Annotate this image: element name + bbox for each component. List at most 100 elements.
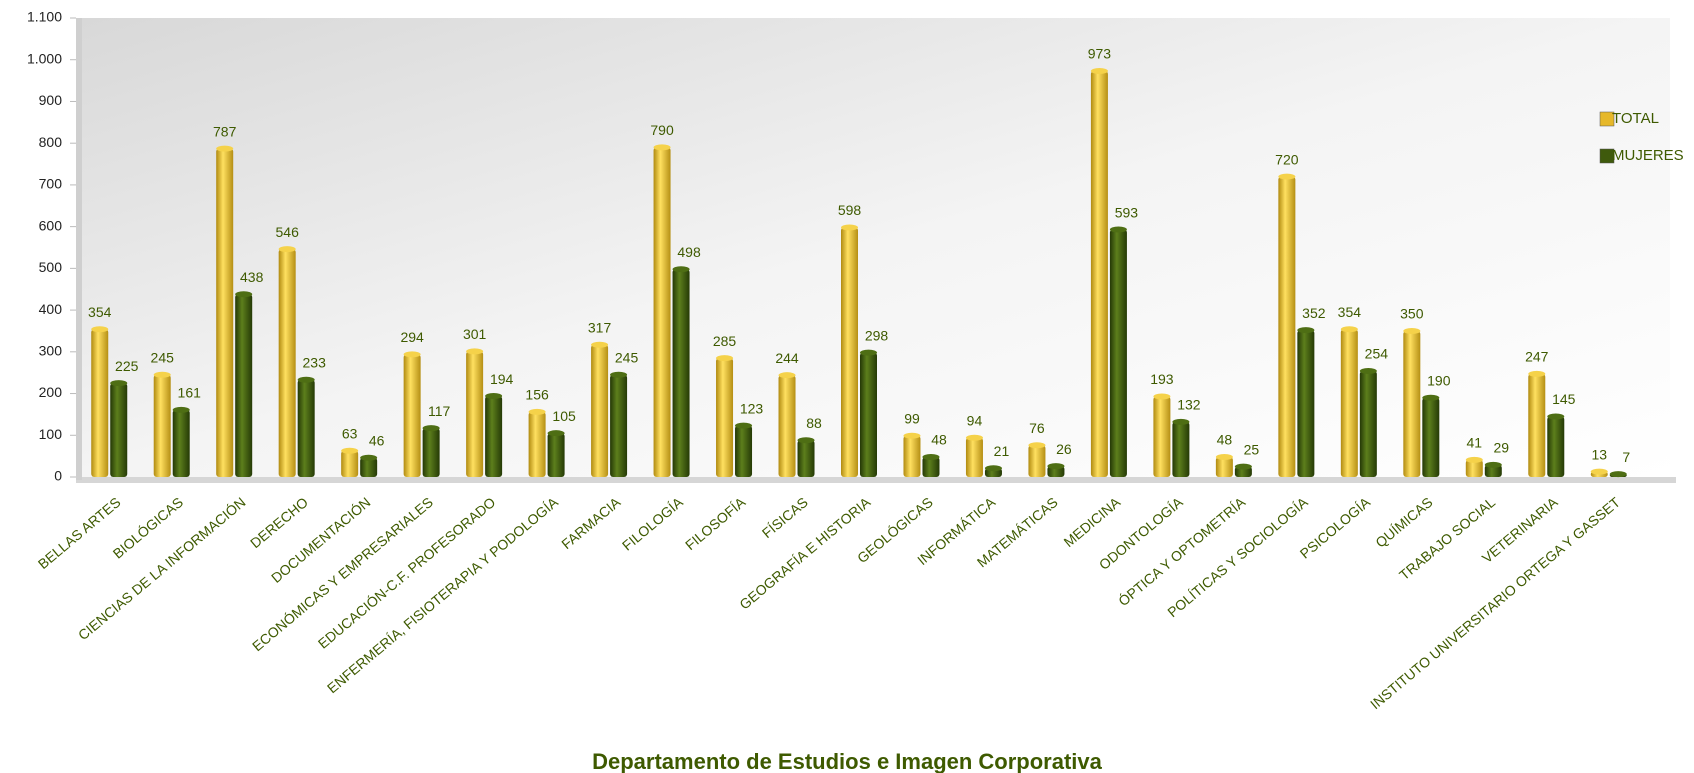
- bar: [1465, 459, 1483, 477]
- bar: [466, 351, 484, 477]
- bar: [797, 440, 815, 477]
- bar-cap: [1297, 327, 1315, 334]
- bar-cap: [547, 430, 565, 437]
- value-label: 350: [1400, 306, 1424, 322]
- floor: [76, 477, 1676, 483]
- y-tick-label: 1.100: [27, 9, 62, 25]
- bar-cap: [903, 432, 921, 439]
- bar-cap: [735, 422, 753, 429]
- legend-swatch: [1599, 111, 1615, 127]
- bar-cap: [1403, 327, 1421, 334]
- value-label: 720: [1275, 151, 1299, 167]
- bar-cap: [653, 144, 671, 151]
- bar: [965, 437, 983, 477]
- bar-cap: [1609, 471, 1627, 478]
- value-label: 598: [838, 202, 862, 218]
- bar: [360, 457, 378, 477]
- value-label: 354: [88, 304, 112, 320]
- y-tick-label: 100: [39, 426, 63, 442]
- x-tick-label: BELLAS ARTES: [35, 494, 124, 572]
- value-label: 99: [904, 410, 920, 426]
- x-tick-label: FILOSOFÍA: [682, 493, 749, 553]
- value-label: 48: [931, 432, 947, 448]
- y-tick-label: 900: [39, 92, 63, 108]
- value-label: 156: [525, 387, 549, 403]
- bar: [1234, 466, 1252, 477]
- bar: [591, 344, 609, 477]
- x-tick-label: FÍSICAS: [759, 494, 811, 541]
- bar-cap: [91, 326, 109, 333]
- x-tick-label: ÓPTICA Y OPTOMETRÍA: [1115, 493, 1249, 609]
- bar-cap: [1278, 173, 1296, 180]
- bar: [153, 374, 171, 477]
- value-label: 498: [677, 244, 701, 260]
- bar-cap: [466, 348, 484, 355]
- x-tick-label: ENFERMERÍA, FISIOTERAPIA Y PODOLOGÍA: [324, 493, 561, 696]
- value-label: 161: [178, 385, 202, 401]
- bar: [653, 147, 671, 477]
- value-label: 48: [1217, 432, 1233, 448]
- value-label: 247: [1525, 349, 1549, 365]
- value-label: 245: [615, 349, 639, 365]
- y-tick-label: 0: [54, 468, 62, 484]
- bar: [1090, 70, 1108, 477]
- value-label: 352: [1302, 305, 1326, 321]
- value-label: 354: [1338, 304, 1362, 320]
- bar-cap: [1047, 463, 1065, 470]
- value-label: 94: [967, 412, 983, 428]
- bar-cap: [797, 437, 815, 444]
- bar: [841, 227, 858, 477]
- y-tick-label: 300: [39, 343, 63, 359]
- bar-cap: [860, 349, 877, 356]
- bar: [278, 249, 296, 477]
- value-label: 21: [994, 443, 1010, 459]
- bar-cap: [1340, 326, 1358, 333]
- bar: [403, 354, 421, 477]
- y-tick-label: 700: [39, 176, 63, 192]
- bar-cap: [1028, 442, 1046, 449]
- value-label: 438: [240, 269, 264, 285]
- bar: [485, 396, 503, 477]
- bar: [716, 358, 734, 477]
- bar-cap: [610, 371, 628, 378]
- bar-cap: [216, 145, 234, 152]
- x-tick-label: QUÍMICAS: [1372, 494, 1435, 551]
- bar: [1422, 397, 1440, 477]
- value-label: 117: [428, 403, 451, 419]
- value-label: 285: [713, 333, 737, 349]
- bar-cap: [1465, 456, 1483, 463]
- bar: [1403, 330, 1421, 477]
- bar-cap: [1153, 393, 1171, 400]
- wall: [76, 18, 82, 480]
- y-tick-label: 800: [39, 134, 63, 150]
- bar: [547, 433, 565, 477]
- bar-cap: [485, 393, 503, 400]
- bar-cap: [278, 246, 296, 253]
- value-label: 245: [151, 349, 175, 365]
- value-label: 25: [1244, 441, 1260, 457]
- y-tick-label: 1.000: [27, 50, 62, 66]
- value-label: 593: [1115, 204, 1139, 220]
- bar: [1340, 329, 1358, 477]
- value-label: 317: [588, 319, 612, 335]
- value-label: 123: [740, 400, 764, 416]
- y-tick-label: 200: [39, 384, 63, 400]
- bar: [1484, 464, 1502, 477]
- value-label: 546: [276, 224, 300, 240]
- bar-cap: [1172, 418, 1190, 425]
- bar: [1547, 416, 1565, 477]
- value-label: 7: [1622, 449, 1630, 465]
- x-tick-label: DERECHO: [247, 494, 311, 551]
- bar-cap: [1547, 413, 1565, 420]
- value-label: 973: [1088, 46, 1112, 62]
- bar: [1359, 371, 1377, 477]
- bar: [1278, 176, 1296, 477]
- bar: [528, 411, 546, 477]
- value-label: 41: [1467, 435, 1483, 451]
- value-label: 294: [400, 329, 424, 345]
- value-label: 193: [1150, 371, 1174, 387]
- value-label: 190: [1427, 372, 1451, 388]
- bar-cap: [1109, 226, 1127, 233]
- bar: [735, 425, 753, 477]
